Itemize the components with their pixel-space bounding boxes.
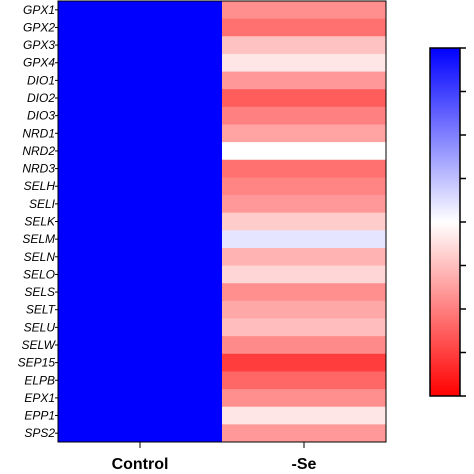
heatmap-cell-sepp1-se — [222, 406, 387, 425]
row-label-selu: SELU — [24, 320, 56, 334]
heatmap-cell-selt-control — [58, 300, 223, 320]
heatmap-cell-txnrd3-se — [222, 159, 387, 178]
heatmap-cell-selo-se — [222, 265, 387, 284]
heatmap-cell-sps2-se — [222, 424, 387, 443]
heatmap-cell-gpx3-control — [58, 36, 223, 55]
colorbar-gradient — [429, 47, 461, 397]
heatmap-cell-selw-control — [58, 336, 223, 355]
row-label-sepx1: EPX1 — [24, 391, 55, 405]
row-label-txnrd2: NRD2 — [22, 144, 55, 158]
heatmap-cell-seln-control — [58, 247, 223, 267]
heatmap-cell-selw-se — [222, 336, 387, 355]
row-label-txnrd1: NRD1 — [22, 126, 55, 140]
column-label-se: -Se — [292, 456, 317, 473]
row-label-gpx4: GPX4 — [23, 56, 55, 70]
heatmap-cell-sepx1-se — [222, 389, 387, 408]
heatmap-cell-selt-se — [222, 300, 387, 320]
column-labels: Control -Se — [112, 456, 317, 473]
heatmap-cell-dio1-control — [58, 71, 223, 90]
heatmap-cell-sps2-control — [58, 424, 223, 443]
row-label-selo: SELO — [23, 267, 55, 281]
heatmap-cell-selu-control — [58, 318, 223, 337]
heatmap-cell-dio3-control — [58, 106, 223, 125]
heatmap-cell-gpx4-se — [222, 53, 387, 73]
column-label-control: Control — [112, 456, 169, 473]
heatmap-cell-selh-se — [222, 177, 387, 196]
row-labels: GPX1 GPX2 GPX3 GPX4 DIO1 DIO2 DIO3 NRD1 NRD2 NRD3… — [18, 3, 57, 440]
heatmap-cell-seli-control — [58, 195, 223, 214]
heatmap-cell-sep15-control — [58, 353, 223, 372]
heatmap-cell-dio2-control — [58, 89, 223, 108]
row-label-gpx2: GPX2 — [23, 20, 55, 34]
heatmap-cell-selk-control — [58, 212, 223, 231]
heatmap-cell-gpx2-control — [58, 18, 223, 37]
heatmap-cell-gpx1-control — [58, 1, 223, 20]
heatmap-cell-sep15-se — [222, 353, 387, 372]
row-label-selh: SELH — [24, 179, 56, 193]
row-label-seli: SELI — [29, 197, 56, 211]
row-label-sepp1: EPP1 — [24, 409, 55, 423]
heatmap-cell-sepx1-control — [58, 389, 223, 408]
heatmap-cell-selo-control — [58, 265, 223, 284]
row-label-dio1: DIO1 — [27, 73, 55, 87]
heatmap-cell-txnrd3-control — [58, 159, 223, 178]
heatmap-cell-sepp1-control — [58, 406, 223, 425]
heatmap-cell-sephs2-control — [58, 371, 223, 390]
heatmap-cell-txnrd1-se — [222, 124, 387, 143]
heatmap-cell-dio1-se — [222, 71, 387, 90]
row-ticks — [55, 9, 58, 434]
colorbar — [429, 47, 466, 397]
row-label-selk: SELK — [24, 215, 56, 229]
heatmap-cell-dio2-se — [222, 89, 387, 108]
heatmap-cell-selm-control — [58, 230, 223, 249]
row-label-sep15: SEP15 — [18, 356, 56, 370]
heatmap-cell-selm-se — [222, 230, 387, 249]
row-label-selw: SELW — [21, 338, 56, 352]
heatmap-cell-seli-se — [222, 195, 387, 214]
row-label-txnrd3: NRD3 — [22, 162, 55, 176]
row-label-sephs2: ELPB — [24, 373, 55, 387]
heatmap-cell-gpx4-control — [58, 53, 223, 73]
row-label-dio2: DIO2 — [27, 91, 55, 105]
row-label-seln: SELN — [24, 250, 56, 264]
heatmap-cell-txnrd2-control — [58, 142, 223, 161]
heatmap-cell-selu-se — [222, 318, 387, 337]
heatmap-cell-selh-control — [58, 177, 223, 196]
heatmap-cell-txnrd1-control — [58, 124, 223, 143]
heatmap-cell-gpx3-se — [222, 36, 387, 55]
row-label-dio3: DIO3 — [27, 109, 55, 123]
row-label-gpx1: GPX1 — [23, 3, 55, 17]
heatmap-cell-dio3-se — [222, 106, 387, 125]
heatmap-cell-selk-se — [222, 212, 387, 231]
row-label-gpx3: GPX3 — [23, 38, 55, 52]
heatmap-cells — [57, 0, 387, 443]
heatmap-cell-sels-control — [58, 283, 223, 302]
row-label-sps2: SPS2 — [24, 426, 55, 440]
heatmap-cell-sels-se — [222, 283, 387, 302]
heatmap-cell-txnrd2-se — [222, 142, 387, 161]
row-label-selm: SELM — [22, 232, 55, 246]
heatmap-cell-gpx1-se — [222, 1, 387, 20]
column-ticks — [139, 442, 305, 448]
row-label-selt: SELT — [26, 303, 57, 317]
row-label-sels: SELS — [24, 285, 55, 299]
heatmap-cell-gpx2-se — [222, 18, 387, 37]
heatmap-cell-seln-se — [222, 247, 387, 267]
heatmap-cell-sephs2-se — [222, 371, 387, 390]
